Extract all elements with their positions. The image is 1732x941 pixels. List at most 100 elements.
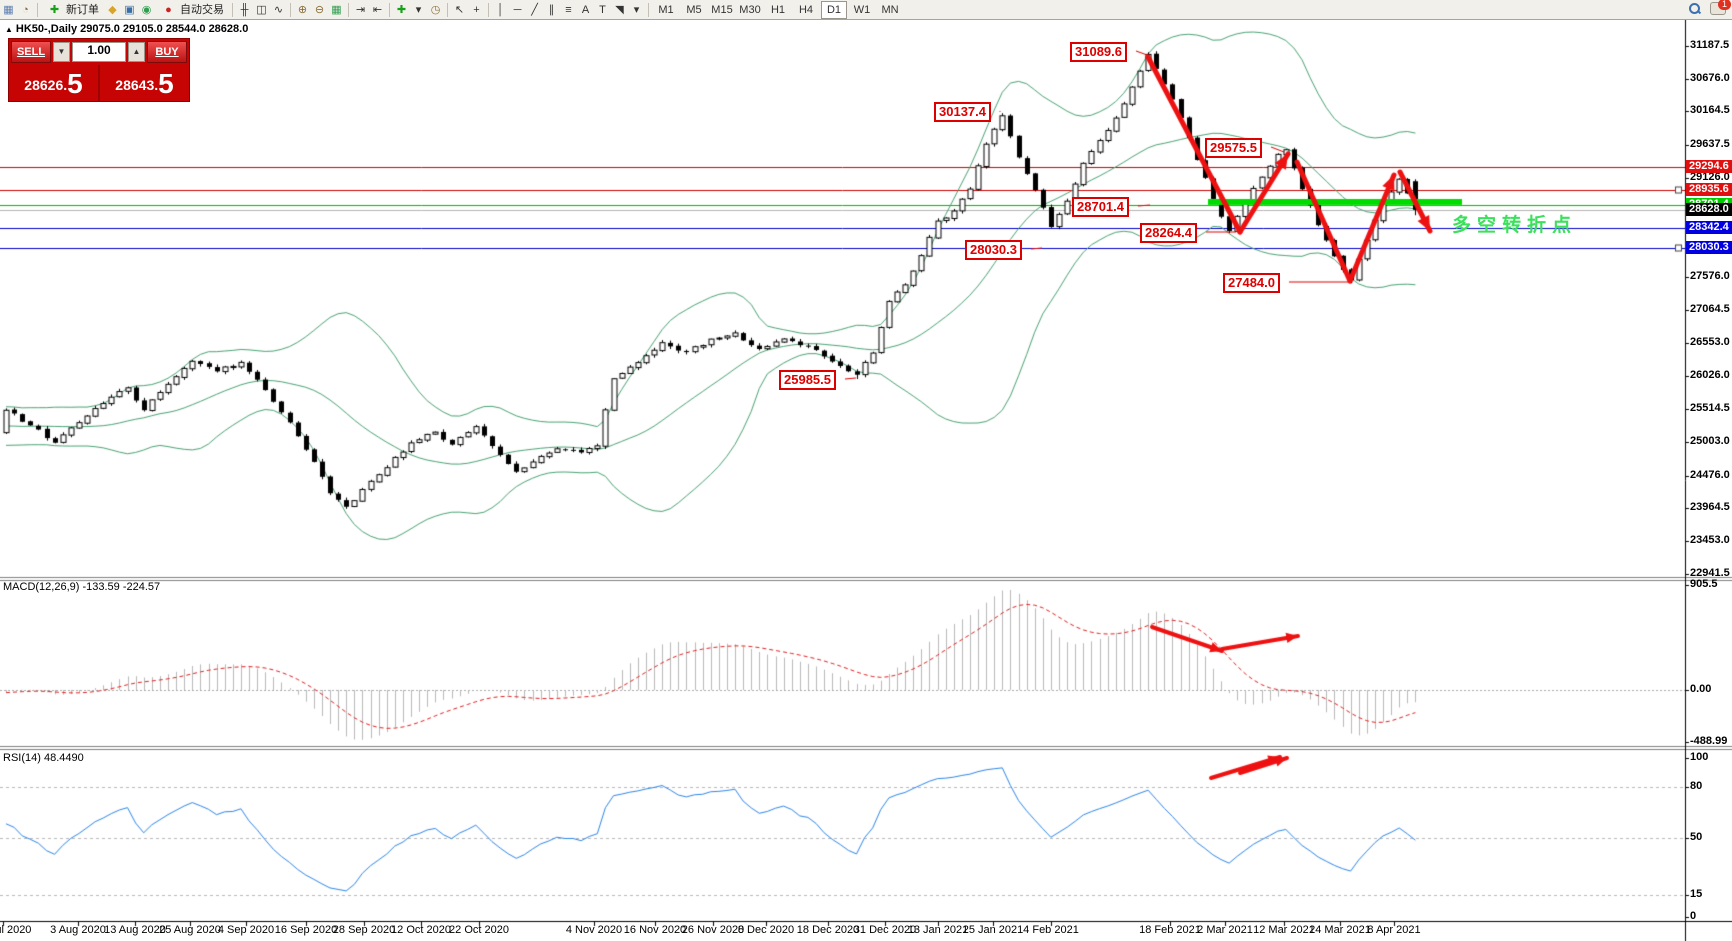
- text-label-icon[interactable]: T: [599, 3, 606, 16]
- terminal-icon[interactable]: ▣: [124, 3, 135, 16]
- date-axis-label: 22 Oct 2020: [449, 924, 509, 936]
- volume-decrease-button[interactable]: ▼: [53, 42, 70, 62]
- timeframe-button-m15[interactable]: M15: [711, 3, 733, 16]
- price-axis-tick-label: 30164.5: [1690, 104, 1730, 117]
- rsi-axis-label: 100: [1690, 751, 1709, 763]
- toolbar-separator: [648, 2, 649, 17]
- price-annotation[interactable]: 30137.4: [934, 102, 991, 122]
- candlestick-icon[interactable]: ◫: [256, 3, 267, 16]
- auto-scroll-icon[interactable]: ⇥: [355, 3, 366, 16]
- gold-ingot-icon[interactable]: ◆: [108, 3, 117, 16]
- add-indicator-icon[interactable]: ✚: [396, 3, 407, 16]
- text-icon[interactable]: A: [581, 3, 590, 16]
- price-annotation[interactable]: 25985.5: [779, 370, 836, 390]
- symbol-ohlc-text: HK50-,Daily 29075.0 29105.0 28544.0 2862…: [15, 23, 249, 35]
- buy-price[interactable]: 28643. 5: [98, 65, 189, 101]
- chart-shift-icon[interactable]: ⇤: [372, 3, 383, 16]
- price-annotation[interactable]: 28701.4: [1072, 197, 1129, 217]
- price-annotation[interactable]: 27484.0: [1223, 273, 1280, 293]
- price-axis-tick-label: 29637.5: [1690, 138, 1730, 151]
- zoom-in-icon[interactable]: ⊕: [297, 3, 308, 16]
- timeframe-button-w1[interactable]: W1: [853, 3, 871, 16]
- date-axis-label: 8 Apr 2021: [1367, 924, 1421, 936]
- volume-input[interactable]: 1.00: [72, 42, 126, 62]
- timeframe-button-h1[interactable]: H1: [770, 3, 786, 16]
- toolbar-separator: [290, 2, 291, 17]
- channel-icon[interactable]: ∥: [548, 3, 555, 16]
- timeframe-button-m30[interactable]: M30: [739, 3, 761, 16]
- trendline-icon[interactable]: ╱: [531, 3, 538, 16]
- search-icon[interactable]: [1689, 3, 1700, 14]
- toolbar-separator: [389, 2, 390, 17]
- price-axis-tick-label: 27576.0: [1690, 270, 1730, 283]
- cursor-icon[interactable]: ↖: [454, 3, 465, 16]
- new-order-button[interactable]: ✚ 新订单: [41, 1, 104, 19]
- timeframe-button-h4[interactable]: H4: [798, 3, 814, 16]
- chart-window-icon[interactable]: ▦: [3, 3, 14, 16]
- rsi-axis-label: 0: [1690, 910, 1697, 922]
- price-annotation[interactable]: 28264.4: [1140, 223, 1197, 243]
- price-axis-badge: 28030.3: [1686, 241, 1732, 255]
- price-axis-tick-label: 31187.5: [1690, 39, 1730, 51]
- price-annotation[interactable]: 31089.6: [1070, 42, 1127, 62]
- sell-price[interactable]: 28626. 5: [24, 68, 83, 99]
- price-axis-badge: 28628.0: [1686, 202, 1732, 216]
- chart-ohlc-header: ▲ HK50-,Daily 29075.0 29105.0 28544.0 286…: [5, 23, 248, 35]
- webphone-icon[interactable]: ◉: [141, 3, 152, 16]
- price-axis-tick-label: 27064.5: [1690, 302, 1730, 315]
- horizontal-line-icon[interactable]: ─: [513, 3, 522, 16]
- toolbar-separator: [348, 2, 349, 17]
- dropdown-arrow-icon[interactable]: ▾: [633, 3, 640, 16]
- line-chart-icon[interactable]: ∿: [273, 3, 284, 16]
- buy-button[interactable]: BUY: [147, 41, 187, 63]
- bar-chart-icon[interactable]: ╫: [240, 3, 249, 16]
- price-axis-tick-label: 26026.0: [1690, 369, 1730, 382]
- price-axis-tick-label: 25003.0: [1690, 434, 1730, 447]
- rsi-indicator-label: RSI(14) 48.4490: [3, 752, 84, 764]
- date-axis-label: 4 Nov 2020: [565, 924, 623, 936]
- toolbar: ▦ ◔ ✚ 新订单 ◆ ▣ ◉ ● 自动交易 ╫ ◫ ∿ ⊕ ⊖ ▦ ⇥ ⇤ ✚ ▾ ◷ ↖ + │ ─ ╱ ∥ ≡ A T ◥ ▾ M1 M5…: [0, 0, 1732, 20]
- one-click-trading-panel: SELL ▼ 1.00 ▲ BUY 28626. 5 28643. 5: [8, 38, 190, 102]
- auto-trading-button[interactable]: ● 自动交易: [155, 1, 229, 19]
- new-order-icon: ✚: [49, 3, 60, 16]
- volume-increase-button[interactable]: ▲: [128, 42, 145, 62]
- notification-badge: 1: [1718, 0, 1731, 10]
- price-axis-tick-label: 30676.0: [1690, 71, 1730, 84]
- arrows-icon[interactable]: ◥: [615, 3, 624, 16]
- sell-button[interactable]: SELL: [11, 41, 51, 63]
- vertical-line-icon[interactable]: │: [497, 3, 504, 16]
- collapse-one-click-icon[interactable]: ▲: [5, 25, 13, 34]
- macd-indicator-label: MACD(12,26,9) -133.59 -224.57: [3, 581, 161, 593]
- price-axis-tick-label: 24476.0: [1690, 468, 1730, 481]
- toolbar-separator: [232, 2, 233, 17]
- zoom-out-icon[interactable]: ⊖: [314, 3, 325, 16]
- timeframe-button-d1[interactable]: D1: [821, 0, 847, 19]
- timeframe-button-m5[interactable]: M5: [686, 3, 702, 16]
- price-axis-badge: 28342.4: [1686, 221, 1732, 235]
- macd-axis-label: 0.00: [1690, 683, 1712, 695]
- timeframe-button-m1[interactable]: M1: [658, 3, 674, 16]
- price-axis-badge: 29294.6: [1686, 160, 1732, 174]
- price-annotation[interactable]: 28030.3: [965, 240, 1022, 260]
- date-axis-label: 8 Dec 2020: [737, 924, 795, 936]
- notifications-icon[interactable]: 1: [1710, 0, 1731, 15]
- macd-axis-label: 905.5: [1690, 578, 1718, 590]
- fibonacci-icon[interactable]: ≡: [565, 3, 572, 16]
- date-axis-label: 22 Jul 2020: [0, 924, 32, 936]
- print-preview-icon[interactable]: ◔: [22, 3, 29, 16]
- toolbar-separator: [447, 2, 448, 17]
- clock-icon[interactable]: ◷: [430, 3, 441, 16]
- crosshair-icon[interactable]: +: [473, 3, 480, 16]
- rsi-axis-label: 80: [1690, 780, 1703, 792]
- dropdown-arrow-icon[interactable]: ▾: [415, 3, 422, 16]
- auto-trading-icon: ●: [165, 3, 172, 16]
- toolbar-separator: [488, 2, 489, 17]
- analyst-note-text: 多空转折点: [1452, 215, 1578, 236]
- tile-windows-icon[interactable]: ▦: [331, 3, 342, 16]
- price-annotation[interactable]: 29575.5: [1205, 138, 1262, 158]
- timeframe-button-mn[interactable]: MN: [881, 3, 899, 16]
- new-order-button-label: 新订单: [66, 3, 99, 16]
- rsi-axis-label: 15: [1690, 888, 1703, 900]
